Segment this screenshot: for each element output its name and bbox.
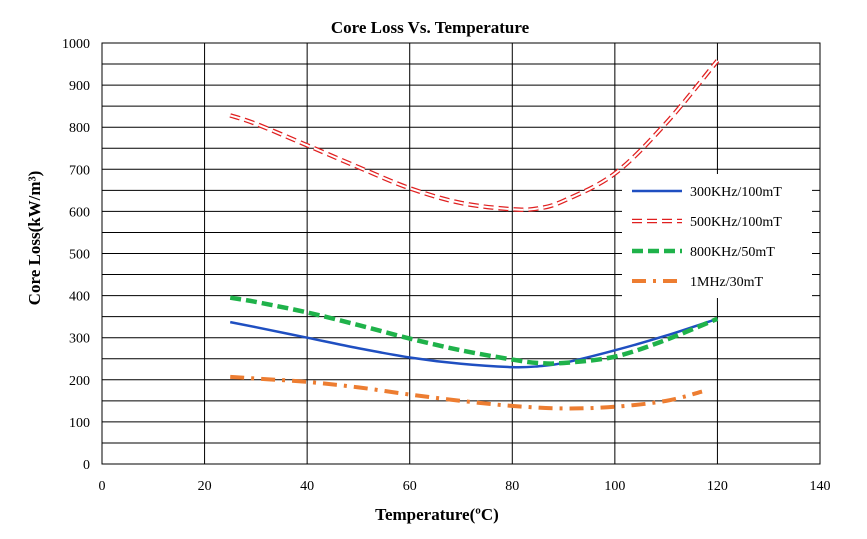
y-tick-label: 200 [69, 374, 90, 389]
legend-label: 1MHz/30mT [690, 275, 764, 290]
tick-labels: 0 20 40 60 80 100 120 140 0 100 200 300 400 500 600 700… [62, 37, 831, 494]
legend-box [622, 174, 812, 298]
series-line [229, 317, 718, 369]
series-line-inner [229, 60, 719, 211]
y-tick-label: 800 [69, 121, 90, 136]
plot-frame [101, 42, 821, 465]
legend-label: 500KHz/100mT [690, 215, 782, 230]
x-tick-label: 40 [300, 479, 314, 494]
y-tick-label: 500 [69, 248, 90, 263]
chart-title: Core Loss Vs. Temperature [331, 18, 530, 37]
series-line [229, 295, 719, 366]
y-tick-label: 0 [83, 458, 90, 473]
x-tick-label: 100 [604, 479, 625, 494]
y-tick-label: 300 [69, 332, 90, 347]
y-tick-label: 900 [69, 79, 90, 94]
x-tick-label: 120 [707, 479, 728, 494]
y-axis-label: Core Loss(kW/m³) [25, 171, 44, 306]
y-tick-label: 100 [69, 416, 90, 431]
x-tick-label: 20 [198, 479, 212, 494]
y-tick-label: 400 [69, 290, 90, 305]
y-tick-label: 1000 [62, 37, 90, 52]
y-tick-label: 700 [69, 163, 90, 178]
x-axis-label: Temperature(ºC) [375, 505, 499, 524]
y-tick-label: 600 [69, 205, 90, 220]
series-lines [229, 59, 720, 411]
x-tick-label: 140 [810, 479, 831, 494]
legend: 300KHz/100mT 500KHz/100mT 800KHz/50mT 1MHz/… [622, 174, 812, 298]
x-tick-label: 0 [99, 479, 106, 494]
series-line [230, 374, 703, 411]
x-tick-label: 60 [403, 479, 417, 494]
legend-label: 800KHz/50mT [690, 245, 775, 260]
legend-label: 300KHz/100mT [690, 185, 782, 200]
x-tick-label: 80 [505, 479, 519, 494]
